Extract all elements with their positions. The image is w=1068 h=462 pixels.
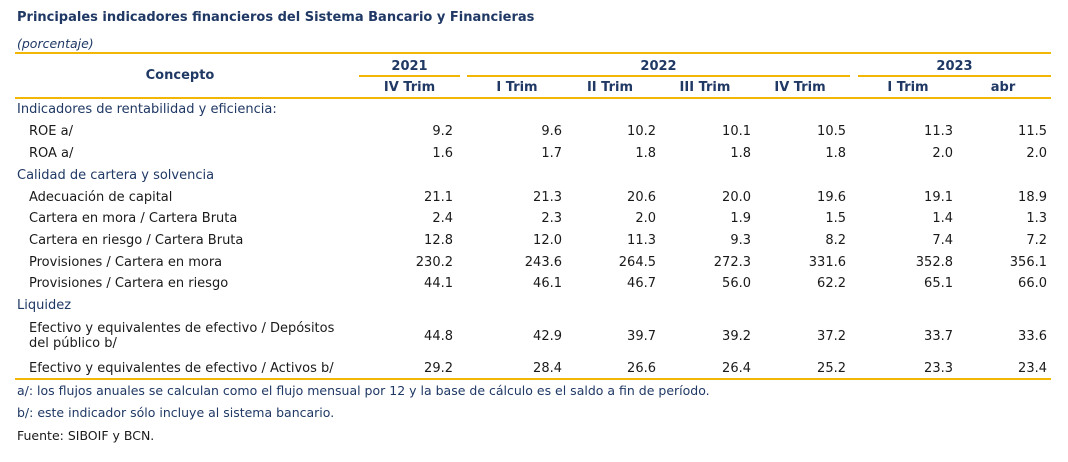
table-cell: 39.7: [627, 329, 656, 344]
table-cell: 37.2: [817, 329, 846, 344]
table-cell: 8.2: [825, 233, 846, 248]
table-cell: 26.6: [627, 361, 656, 376]
table-cell: 21.3: [533, 190, 562, 205]
table-cell: 44.8: [424, 329, 453, 344]
table-cell: 1.3: [1026, 211, 1047, 226]
table-cell: 1.4: [932, 211, 953, 226]
table-cell: 66.0: [1018, 276, 1047, 291]
row-label: Efectivo y equivalentes de efectivo / Ac…: [29, 361, 334, 376]
table-cell: 42.9: [533, 329, 562, 344]
table-cell: 264.5: [618, 255, 656, 270]
table-cell: 23.4: [1018, 361, 1047, 376]
period-header: abr: [990, 80, 1016, 95]
table-cell: 1.8: [825, 146, 846, 161]
section-label: Indicadores de rentabilidad y eficiencia…: [17, 102, 277, 117]
concept-header: Concepto: [145, 68, 215, 83]
row-label-line-1: Efectivo y equivalentes de efectivo / De…: [29, 321, 335, 336]
table-cell: 46.1: [533, 276, 562, 291]
table-cell: 19.6: [817, 190, 846, 205]
footnote-b: b/: este indicador sólo incluye al siste…: [17, 405, 335, 420]
section-label: Liquidez: [17, 298, 72, 313]
table-cell: 272.3: [713, 255, 751, 270]
table-cell: 1.8: [635, 146, 656, 161]
table-cell: 29.2: [424, 361, 453, 376]
header-rule-top: [15, 52, 1051, 54]
table-cell: 9.3: [730, 233, 751, 248]
table-cell: 10.2: [627, 124, 656, 139]
row-label: Cartera en riesgo / Cartera Bruta: [29, 233, 244, 248]
table-cell: 10.5: [817, 124, 846, 139]
table-cell: 20.6: [627, 190, 656, 205]
period-header: I Trim: [887, 80, 929, 95]
header-rule-bottom: [15, 97, 1051, 99]
table-cell: 7.4: [932, 233, 953, 248]
table-cell: 356.1: [1009, 255, 1047, 270]
table-cell: 1.8: [730, 146, 751, 161]
table-title: Principales indicadores financieros del …: [17, 10, 535, 25]
table-cell: 19.1: [924, 190, 953, 205]
source-note: Fuente: SIBOIF y BCN.: [17, 428, 155, 443]
footnote-a: a/: los flujos anuales se calculan como …: [17, 383, 710, 398]
table-cell: 39.2: [722, 329, 751, 344]
row-label-line-2: del público b/: [29, 336, 117, 351]
period-header: IV Trim: [774, 80, 826, 95]
table-cell: 230.2: [415, 255, 453, 270]
table-cell: 9.6: [541, 124, 562, 139]
row-label: Provisiones / Cartera en riesgo: [29, 276, 229, 291]
table-cell: 7.2: [1026, 233, 1047, 248]
table-cell: 11.5: [1018, 124, 1047, 139]
table-cell: 11.3: [924, 124, 953, 139]
table-cell: 2.3: [541, 211, 562, 226]
row-label: Cartera en mora / Cartera Bruta: [29, 211, 238, 226]
table-cell: 33.6: [1018, 329, 1047, 344]
table-cell: 21.1: [424, 190, 453, 205]
section-label: Calidad de cartera y solvencia: [17, 168, 215, 183]
table-cell: 331.6: [808, 255, 846, 270]
header-rule-2021: [359, 75, 460, 77]
table-cell: 1.6: [432, 146, 453, 161]
row-label: Provisiones / Cartera en mora: [29, 255, 223, 270]
row-label: Adecuación de capital: [29, 190, 173, 205]
table-cell: 33.7: [924, 329, 953, 344]
table-cell: 2.0: [932, 146, 953, 161]
period-header: III Trim: [679, 80, 731, 95]
table-bottom-rule: [15, 378, 1051, 380]
table-cell: 26.4: [722, 361, 751, 376]
header-rule-2022: [467, 75, 850, 77]
table-cell: 243.6: [524, 255, 562, 270]
table-cell: 18.9: [1018, 190, 1047, 205]
table-cell: 2.0: [1026, 146, 1047, 161]
table-cell: 62.2: [817, 276, 846, 291]
table-cell: 1.9: [730, 211, 751, 226]
table-cell: 9.2: [432, 124, 453, 139]
table-cell: 352.8: [915, 255, 953, 270]
period-header: II Trim: [586, 80, 634, 95]
table-cell: 44.1: [424, 276, 453, 291]
table-cell: 25.2: [817, 361, 846, 376]
period-header: I Trim: [496, 80, 538, 95]
table-cell: 23.3: [924, 361, 953, 376]
table-cell: 28.4: [533, 361, 562, 376]
table-cell: 56.0: [722, 276, 751, 291]
year-header-2022: 2022: [640, 59, 677, 74]
table-cell: 1.5: [825, 211, 846, 226]
period-header: IV Trim: [383, 80, 436, 95]
table-cell: 1.7: [541, 146, 562, 161]
table-cell: 20.0: [722, 190, 751, 205]
table-cell: 10.1: [722, 124, 751, 139]
header-rule-2023: [858, 75, 1051, 77]
table-cell: 65.1: [924, 276, 953, 291]
table-cell: 12.8: [424, 233, 453, 248]
row-label: ROE a/: [29, 124, 73, 139]
table-cell: 46.7: [627, 276, 656, 291]
year-header-2021: 2021: [391, 59, 428, 74]
table-cell: 12.0: [533, 233, 562, 248]
table-cell: 11.3: [627, 233, 656, 248]
table-subtitle: (porcentaje): [17, 36, 94, 51]
year-header-2023: 2023: [936, 59, 973, 74]
table-cell: 2.0: [635, 211, 656, 226]
row-label: ROA a/: [29, 146, 74, 161]
table-cell: 2.4: [432, 211, 453, 226]
